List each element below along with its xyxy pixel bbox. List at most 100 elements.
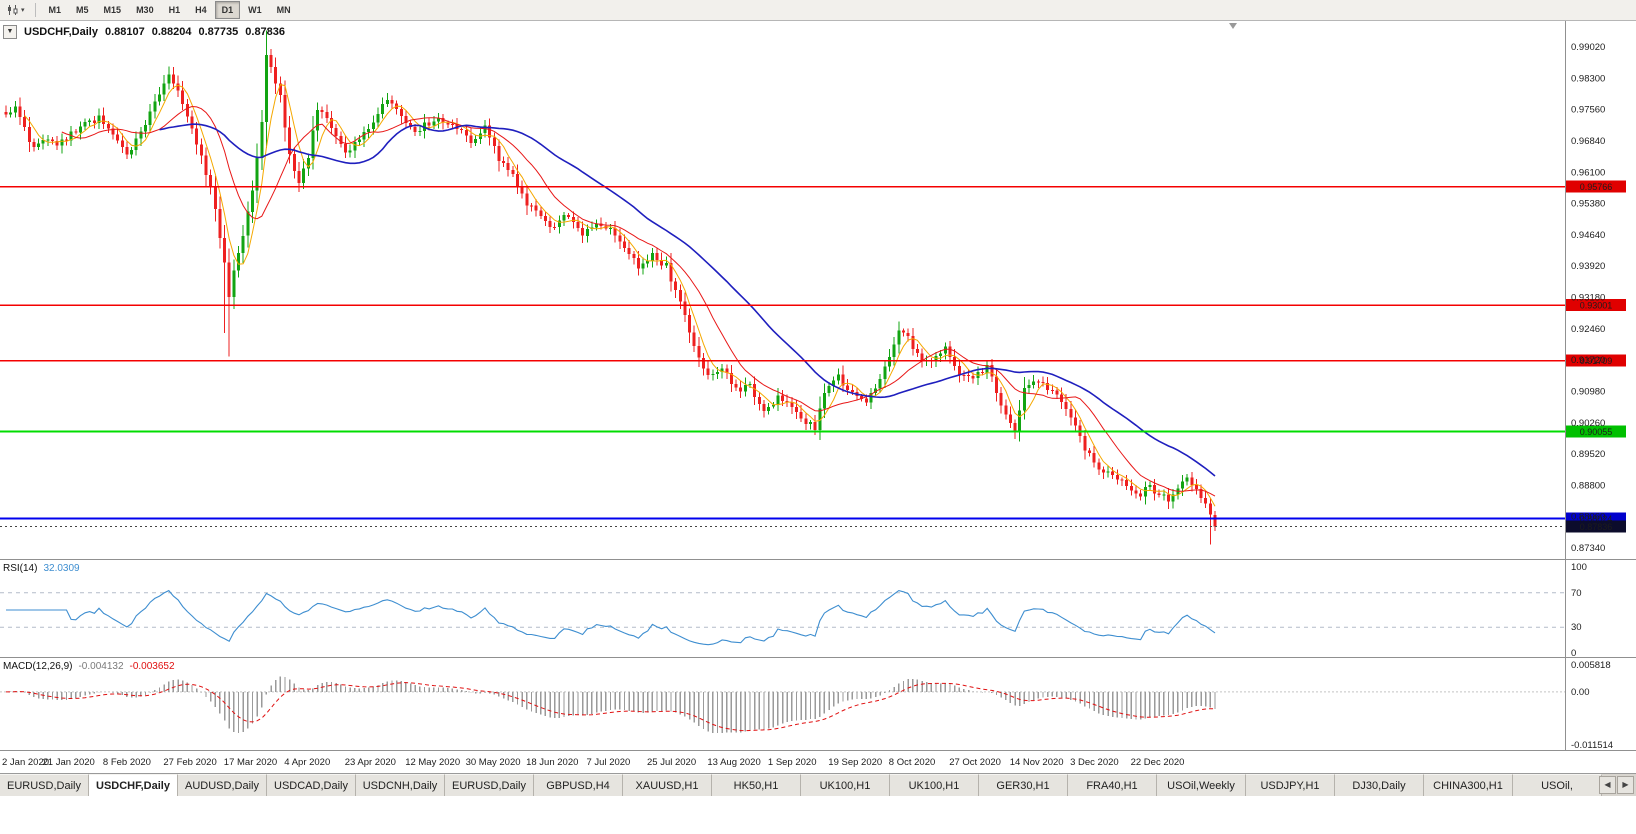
panel-separators [0, 21, 1636, 751]
svg-text:100: 100 [1571, 562, 1587, 573]
hline-price-label: 0.91709 [1580, 356, 1613, 366]
svg-text:0.90980: 0.90980 [1571, 386, 1605, 397]
svg-text:0.99020: 0.99020 [1571, 42, 1605, 53]
chart-tab-usdchf-daily[interactable]: USDCHF,Daily [89, 774, 178, 796]
toolbar-divider [34, 3, 36, 17]
horizontal-lines: 0.95766 0.93001 0.91709 0.90055 0.880240.878… [0, 180, 1626, 533]
timeframe-button-m5[interactable]: M5 [76, 5, 89, 15]
svg-text:19 Sep 2020: 19 Sep 2020 [828, 757, 882, 768]
svg-text:0.89520: 0.89520 [1571, 449, 1605, 460]
hline-price-label: 0.88024 [1580, 514, 1613, 524]
chart-tabs-bar: EURUSD,Daily USDCHF,Daily AUDUSD,Daily USDC… [0, 773, 1636, 796]
current-price-label: 0.87836 [1580, 522, 1613, 532]
svg-text:0.87340: 0.87340 [1571, 543, 1605, 554]
svg-text:0.93180: 0.93180 [1571, 293, 1605, 304]
chart-tab-ger30-h1[interactable]: GER30,H1 [979, 774, 1068, 796]
svg-text:17 Mar 2020: 17 Mar 2020 [224, 757, 277, 768]
top-toolbar: ▾ M1 M5 M15 M30 H1 H4 D1 W1 MN [0, 0, 1636, 21]
tab-scroll-controls: ◀ ▶ [1599, 776, 1634, 794]
svg-text:25 Jul 2020: 25 Jul 2020 [647, 757, 696, 768]
timeframe-button-h1[interactable]: H1 [168, 5, 181, 15]
svg-text:1 Sep 2020: 1 Sep 2020 [768, 757, 817, 768]
svg-text:0.91720: 0.91720 [1571, 355, 1605, 366]
svg-text:7 Jul 2020: 7 Jul 2020 [587, 757, 631, 768]
chart-tab-usdjpy-h1[interactable]: USDJPY,H1 [1246, 774, 1335, 796]
ma-line-5 [24, 84, 1216, 507]
candlestick-chart-icon [8, 5, 18, 15]
chart-tab-usoil-weekly[interactable]: USOil,Weekly [1157, 774, 1246, 796]
tab-scroll-right-icon[interactable]: ▶ [1617, 776, 1634, 794]
rsi-panel: 100 70 30 0 [0, 562, 1587, 659]
chart-tab-eurusd-daily[interactable]: EURUSD,Daily [445, 774, 534, 796]
svg-text:8 Feb 2020: 8 Feb 2020 [103, 757, 151, 768]
chart-tab-gbpusd-h4[interactable]: GBPUSD,H4 [534, 774, 623, 796]
moving-averages [24, 84, 1216, 507]
svg-text:0.93920: 0.93920 [1571, 261, 1605, 272]
tab-scroll-left-icon[interactable]: ◀ [1599, 776, 1616, 794]
svg-text:0.95380: 0.95380 [1571, 199, 1605, 210]
chart-tab-usdcad-daily[interactable]: USDCAD,Daily [267, 774, 356, 796]
svg-text:18 Jun 2020: 18 Jun 2020 [526, 757, 578, 768]
price-axis-labels: 0.99020 0.98300 0.97560 0.96840 0.96100 0.953… [1571, 42, 1605, 554]
timeframe-button-w1[interactable]: W1 [248, 5, 262, 15]
svg-text:0.88800: 0.88800 [1571, 480, 1605, 491]
hline-price-label: 0.90055 [1580, 427, 1613, 437]
timeframe-button-mn[interactable]: MN [276, 5, 291, 15]
timeframe-button-d1[interactable]: D1 [214, 1, 241, 19]
svg-text:30: 30 [1571, 622, 1582, 633]
svg-text:30 May 2020: 30 May 2020 [466, 757, 521, 768]
svg-text:70: 70 [1571, 588, 1582, 599]
chevron-down-icon: ▾ [21, 7, 25, 14]
collapse-chart-button[interactable]: ▼ [3, 25, 17, 39]
bottom-filler [0, 796, 1636, 834]
timeframe-button-m1[interactable]: M1 [48, 5, 62, 15]
svg-text:2 Jan 2020: 2 Jan 2020 [2, 757, 49, 768]
macd-signal-line [5, 682, 1215, 732]
svg-text:0.98300: 0.98300 [1571, 73, 1605, 84]
timeframe-button-m30[interactable]: M30 [136, 5, 154, 15]
chart-tab-xauusd-h1[interactable]: XAUUSD,H1 [623, 774, 712, 796]
ma-line-13 [61, 105, 1216, 497]
svg-text:21 Jan 2020: 21 Jan 2020 [43, 757, 95, 768]
chart-tab-hk50-h1[interactable]: HK50,H1 [712, 774, 801, 796]
svg-text:0.005818: 0.005818 [1571, 660, 1611, 671]
chart-tab-usdcnh-daily[interactable]: USDCNH,Daily [356, 774, 445, 796]
hline-price-label: 0.95766 [1580, 182, 1613, 192]
chart-tab-fra40-h1[interactable]: FRA40,H1 [1068, 774, 1157, 796]
svg-text:0.90260: 0.90260 [1571, 418, 1605, 429]
chart-tab-audusd-daily[interactable]: AUDUSD,Daily [178, 774, 267, 796]
ma-line-34 [159, 123, 1216, 477]
svg-text:27 Feb 2020: 27 Feb 2020 [163, 757, 216, 768]
price-chart-canvas[interactable]: 0.95766 0.93001 0.91709 0.90055 0.880240.878… [0, 21, 1636, 773]
rsi-line [6, 589, 1216, 646]
svg-text:0.96100: 0.96100 [1571, 167, 1605, 178]
svg-text:23 Apr 2020: 23 Apr 2020 [345, 757, 396, 768]
svg-text:22 Dec 2020: 22 Dec 2020 [1131, 757, 1185, 768]
svg-text:0.92460: 0.92460 [1571, 324, 1605, 335]
svg-text:13 Aug 2020: 13 Aug 2020 [707, 757, 760, 768]
chart-shift-marker[interactable] [1229, 23, 1237, 29]
svg-text:0.97560: 0.97560 [1571, 105, 1605, 116]
svg-text:3 Dec 2020: 3 Dec 2020 [1070, 757, 1119, 768]
svg-text:0: 0 [1571, 648, 1576, 659]
hline-price-label: 0.93001 [1580, 301, 1613, 311]
svg-text:14 Nov 2020: 14 Nov 2020 [1010, 757, 1064, 768]
chart-tab-china300-h1[interactable]: CHINA300,H1 [1424, 774, 1513, 796]
timeframe-button-h4[interactable]: H4 [195, 5, 207, 15]
chart-tab-uk100-h1[interactable]: UK100,H1 [890, 774, 979, 796]
chart-tab-eurusd-daily[interactable]: EURUSD,Daily [0, 774, 89, 796]
svg-text:-0.011514: -0.011514 [1571, 740, 1613, 751]
chart-tab-dj30-daily[interactable]: DJ30,Daily [1335, 774, 1424, 796]
chart-tab-uk100-h1[interactable]: UK100,H1 [801, 774, 890, 796]
svg-text:0.94640: 0.94640 [1571, 230, 1605, 241]
macd-histogram [9, 676, 1216, 734]
chart-tab-usoil[interactable]: USOil, [1513, 774, 1602, 796]
svg-text:4 Apr 2020: 4 Apr 2020 [284, 757, 330, 768]
chart-type-button[interactable]: ▾ [3, 0, 29, 20]
timeframe-button-m15[interactable]: M15 [103, 5, 122, 15]
candlestick-series [4, 30, 1217, 545]
svg-text:0.00: 0.00 [1571, 687, 1590, 698]
svg-text:27 Oct 2020: 27 Oct 2020 [949, 757, 1001, 768]
current-price-box [1566, 520, 1626, 533]
